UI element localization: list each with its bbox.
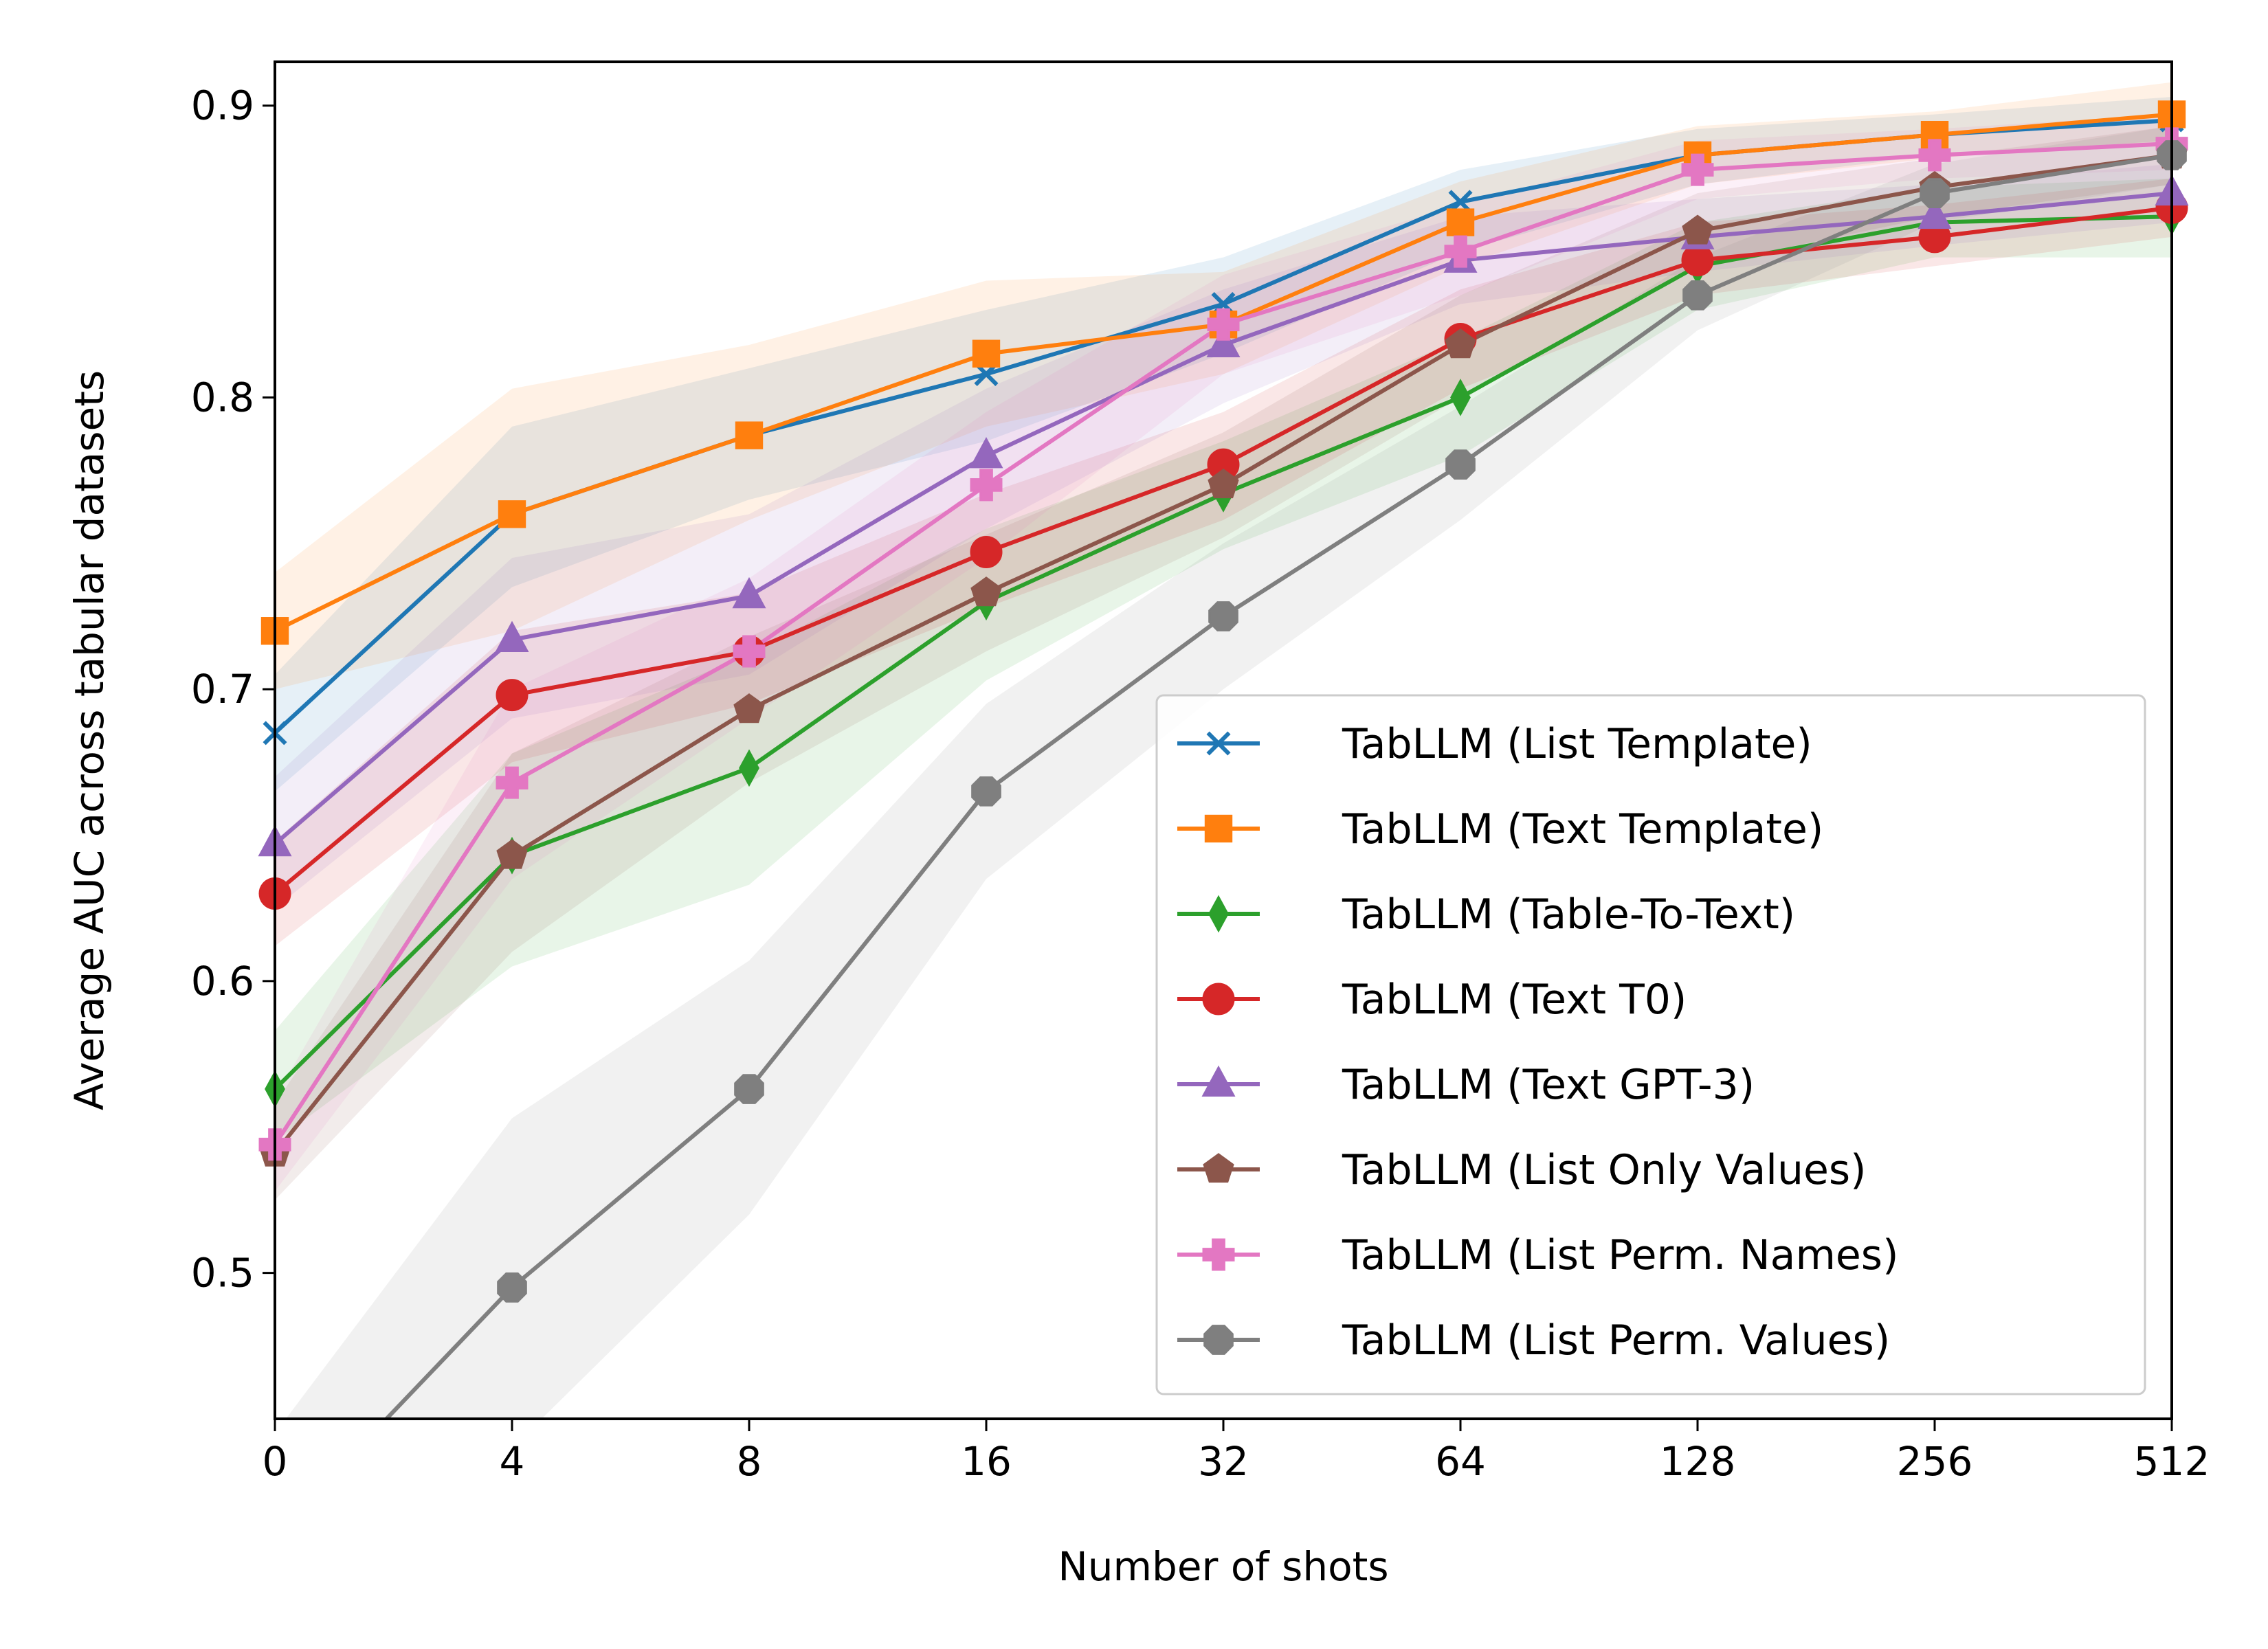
data-point [1681, 153, 1714, 186]
data-point [1682, 280, 1713, 311]
data-point [495, 620, 529, 652]
data-point [496, 766, 529, 799]
data-point [1918, 139, 1951, 172]
data-point [1206, 326, 1241, 357]
data-point [735, 421, 764, 449]
legend-marker [1201, 1065, 1236, 1097]
legend-item: TabLLM (List Template) [1177, 720, 1812, 768]
data-point [1444, 235, 1477, 268]
legend-label: TabLLM (Text T0) [1342, 976, 1687, 1024]
data-point [1681, 244, 1714, 277]
x-tick-label: 128 [1660, 1438, 1736, 1485]
y-tick-label: 0.5 [191, 1250, 254, 1297]
legend: TabLLM (List Template) TabLLM (Text Templ… [1155, 694, 2146, 1395]
data-point [733, 693, 765, 723]
data-point [969, 437, 1003, 469]
x-tick-label: 32 [1198, 1438, 1249, 1485]
data-point [1917, 197, 1952, 229]
legend-item: TabLLM (List Perm. Values) [1177, 1316, 1890, 1365]
legend-label: TabLLM (List Perm. Names) [1342, 1231, 1898, 1279]
series-markers [258, 100, 2189, 1303]
legend-label: TabLLM (List Perm. Values) [1342, 1316, 1890, 1365]
data-point [1445, 449, 1476, 480]
data-point [1682, 214, 1713, 245]
legend-label: TabLLM (List Template) [1342, 720, 1812, 768]
legend-item: TabLLM (Text T0) [1177, 976, 1687, 1024]
legend-item: TabLLM (List Only Values) [1177, 1146, 1867, 1194]
data-point [1208, 469, 1239, 499]
data-point [733, 635, 766, 668]
legend-marker [1204, 814, 1233, 843]
data-point [1450, 379, 1471, 416]
legend-marker [1202, 1238, 1235, 1271]
confidence-band-3 [275, 178, 2172, 946]
x-tick-label: 16 [961, 1438, 1012, 1485]
legend-label: TabLLM (Text Template) [1342, 805, 1823, 853]
y-tick-label: 0.6 [191, 958, 254, 1005]
x-tick-label: 64 [1435, 1438, 1486, 1485]
series-markers-7 [497, 140, 2187, 1303]
data-point [970, 576, 1002, 607]
data-point [1446, 208, 1475, 236]
data-point [1920, 178, 1950, 208]
data-point [732, 576, 766, 609]
x-axis-ticks: 0 4 8 16 32 64 128 256 512 [263, 1419, 2210, 1485]
legend-item: TabLLM (List Perm. Names) [1177, 1231, 1898, 1279]
data-point [1207, 308, 1240, 341]
legend-marker [1208, 895, 1229, 933]
legend-item: TabLLM (Text GPT-3) [1177, 1061, 1755, 1109]
confidence-band-1 [275, 82, 2172, 690]
data-point [496, 679, 529, 712]
legend-marker [1206, 731, 1231, 756]
data-point [498, 500, 526, 528]
legend-item: TabLLM (Table-To-Text) [1177, 890, 1795, 939]
x-axis-label: Number of shots [1058, 1543, 1388, 1590]
legend-label: TabLLM (Table-To-Text) [1342, 890, 1795, 939]
y-tick-label: 0.7 [191, 666, 254, 713]
data-point [1445, 328, 1476, 359]
legend-label: TabLLM (List Only Values) [1342, 1146, 1867, 1194]
data-point [970, 469, 1003, 502]
legend-label: TabLLM (Text GPT-3) [1342, 1061, 1755, 1109]
legend-item: TabLLM (Text Template) [1177, 805, 1823, 853]
x-tick-label: 4 [500, 1438, 525, 1485]
confidence-band-0 [275, 96, 2172, 792]
x-tick-label: 512 [2134, 1438, 2210, 1485]
data-point [739, 749, 759, 787]
legend-marker [1202, 983, 1235, 1016]
data-point [970, 536, 1003, 569]
y-axis-label: Average AUC across tabular datasets [66, 370, 113, 1110]
y-axis-ticks: 0.5 0.6 0.7 0.8 0.9 [191, 82, 275, 1297]
data-point [496, 839, 528, 869]
data-point [734, 1074, 764, 1104]
legend-marker [1203, 1153, 1234, 1183]
y-tick-label: 0.9 [191, 82, 254, 129]
x-tick-label: 0 [263, 1438, 288, 1485]
y-tick-label: 0.8 [191, 374, 254, 420]
data-point [1208, 601, 1238, 631]
x-tick-label: 256 [1897, 1438, 1973, 1485]
data-point [972, 339, 1001, 368]
legend-marker [1203, 1325, 1234, 1355]
data-point [971, 776, 1001, 807]
legend-box [1155, 694, 2146, 1395]
data-point [497, 1272, 527, 1303]
x-tick-label: 8 [737, 1438, 762, 1485]
